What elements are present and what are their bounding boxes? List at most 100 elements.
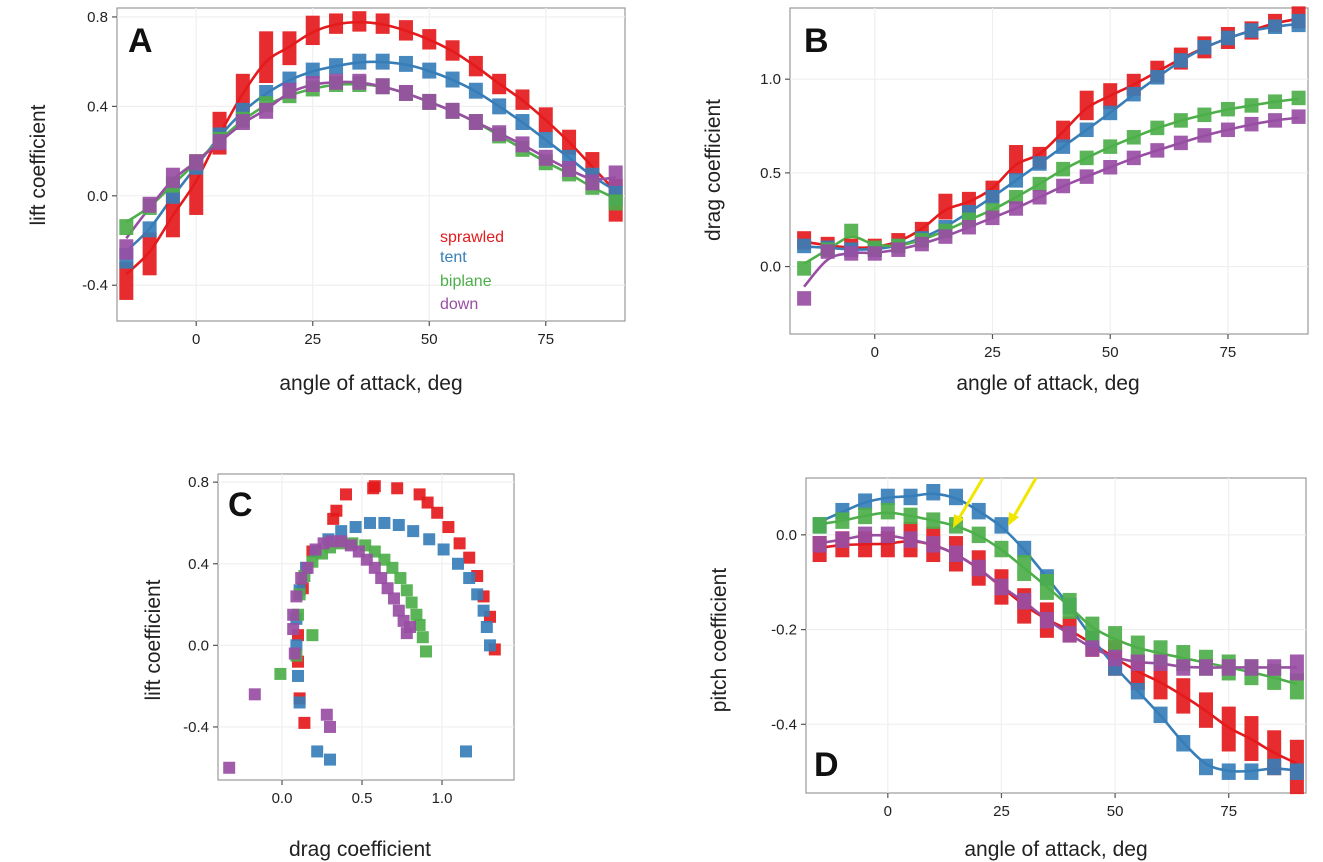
panel-c-point-sprawled: [368, 480, 381, 493]
panel-c-point-tent: [293, 696, 306, 709]
panel-b-point-tent: [1291, 13, 1306, 33]
panel-d-point-tent: [1244, 763, 1259, 780]
panel-c-point-sprawled: [330, 504, 343, 517]
panel-c-point-tent: [392, 519, 405, 531]
panel-a-point-sprawled: [142, 232, 157, 276]
panel-c-x-tick-label: 1.0: [432, 790, 453, 807]
panel-c-point-down: [295, 572, 308, 585]
panel-c-point-sprawled: [391, 482, 404, 495]
panel-b-y-tick-label: 1.0: [760, 71, 781, 88]
panel-a-point-tent: [375, 53, 390, 70]
panel-c-point-sprawled: [340, 488, 352, 501]
panel-c-letter: C: [228, 486, 253, 524]
panel-a-fit-curves: [125, 20, 617, 276]
panel-a-point-biplane: [119, 219, 134, 236]
panel-d-point-biplane: [858, 507, 873, 525]
panel-b-fit-down: [803, 116, 1299, 288]
panel-d-point-tent: [971, 502, 986, 520]
panel-a-point-down: [608, 165, 623, 186]
panel-d-point-tent: [858, 493, 873, 510]
panel-c-point-sprawled: [463, 551, 476, 564]
panel-a-point-down: [282, 82, 297, 99]
panel-c-point-down: [301, 561, 314, 574]
panel-d-point-tent: [1130, 682, 1145, 700]
panel-a-point-sprawled: [538, 107, 553, 133]
panel-a-point-down: [422, 93, 437, 110]
panel-c-point-down: [290, 590, 303, 603]
panel-d-point-tent: [880, 488, 895, 506]
panel-b-x-tick-label: 50: [1102, 344, 1119, 361]
panel-b-point-biplane: [1126, 130, 1141, 145]
legend-sprawled: sprawled: [440, 229, 504, 246]
panel-d-point-biplane: [1039, 573, 1054, 600]
panel-b-point-tent: [1103, 105, 1118, 121]
panel-a-point-tent: [422, 62, 437, 79]
panel-c-point-tent: [407, 525, 420, 538]
panel-b-point-down: [1032, 189, 1047, 205]
legend-tent: tent: [440, 249, 467, 266]
panel-d-point-down: [1244, 659, 1259, 676]
panel-d-point-tent: [1289, 763, 1304, 780]
panel-c-point-down: [392, 604, 405, 617]
legend-biplane: biplane: [440, 273, 492, 290]
panel-b-point-sprawled: [1009, 145, 1024, 175]
panel-d-point-down: [971, 559, 986, 577]
panel-d-points: [812, 483, 1304, 795]
panel-d-point-sprawled: [1244, 716, 1259, 761]
panel-c-point-down: [287, 623, 300, 636]
panel-d-point-tent: [994, 517, 1009, 534]
panel-c-y-tick-label: 0.4: [188, 556, 209, 573]
panel-b-x-tick-label: 0: [871, 344, 879, 361]
panel-b-fit-curves: [803, 17, 1299, 288]
panel-c-point-sprawled: [431, 506, 444, 519]
panel-c-point-down: [324, 720, 336, 733]
panel-c-x-tick-label: 0.0: [272, 790, 293, 807]
panel-b-point-down: [961, 219, 976, 235]
panel-d-fit-biplane: [819, 511, 1298, 686]
panel-d-point-down: [1289, 654, 1304, 681]
panel-a-point-sprawled: [492, 73, 507, 95]
panel-a-x-tick-label: 75: [537, 331, 554, 348]
panel-c-point-tent: [437, 543, 450, 556]
panel-d-point-down: [880, 526, 895, 544]
panel-b-point-down: [938, 229, 953, 244]
panel-b-point-tent: [1126, 86, 1141, 102]
panel-b-point-biplane: [797, 261, 812, 276]
panel-b-point-down: [820, 244, 835, 259]
panel-a-point-down: [515, 136, 530, 153]
panel-b-point-tent: [1220, 30, 1235, 46]
panel-d-point-biplane: [971, 526, 986, 544]
panel-a-point-down: [165, 167, 180, 189]
panel-a-point-down: [212, 134, 227, 151]
panel-d-point-sprawled: [1153, 663, 1168, 700]
panel-a-point-sprawled: [515, 89, 530, 110]
panel-d-annotations: [953, 477, 1038, 528]
panel-b-point-down: [1079, 169, 1094, 184]
panel-b-point-down: [985, 210, 1000, 226]
panel-b-plot-area: [789, 7, 1309, 335]
panel-b-point-biplane: [844, 223, 859, 239]
panel-d-point-down: [949, 545, 963, 563]
panel-a-x-ticks: 0 25 50 75: [192, 321, 554, 348]
panel-a-point-sprawled: [422, 29, 437, 50]
panel-d-point-down: [1017, 592, 1032, 610]
panel-a-point-down: [445, 102, 460, 119]
panel-d-point-down: [1130, 654, 1145, 671]
panel-b-point-sprawled: [1079, 90, 1094, 121]
panel-b-point-biplane: [1244, 98, 1259, 113]
panel-a-point-tent: [492, 98, 507, 115]
panel-c-point-down: [375, 572, 388, 585]
legend: sprawled tent biplane down: [440, 229, 504, 313]
panel-c-point-tent: [378, 516, 391, 529]
panel-d-y-label: pitch coefficient: [708, 568, 731, 713]
panel-d-point-biplane: [926, 512, 941, 529]
panel-a-point-tent: [445, 71, 460, 88]
panel-b-point-down: [1126, 150, 1141, 166]
panel-d: 0 25 50 75 -0.4 -0.2 0.0 angle of attack, deg…: [708, 477, 1307, 861]
panel-c-point-biplane: [394, 572, 407, 585]
yellow-arrow-2: [1011, 477, 1038, 519]
panel-d-point-biplane: [1017, 555, 1032, 581]
panel-d-point-down: [1221, 659, 1236, 676]
panel-b-point-down: [1173, 135, 1188, 151]
